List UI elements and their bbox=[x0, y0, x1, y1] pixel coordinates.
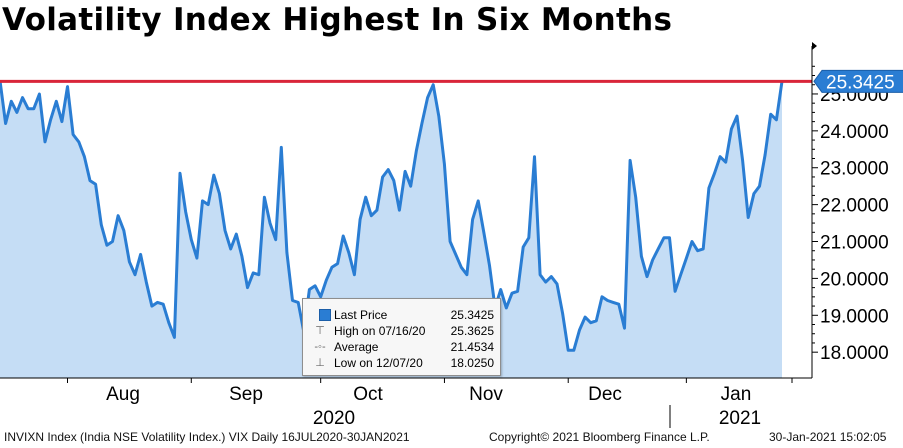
y-tick-label: 18.0000 bbox=[820, 343, 889, 364]
series-area-fill bbox=[0, 80, 782, 378]
footer-index-text: INVIXN Index (India NSE Volatility Index… bbox=[4, 430, 410, 444]
legend-last-price-label: Last Price bbox=[334, 308, 388, 322]
legend-box: Last Price 25.3425 ⊤ High on 07/16/20 25… bbox=[302, 298, 501, 376]
legend-high-value: 25.3625 bbox=[450, 324, 494, 338]
x-month-label: Sep bbox=[229, 384, 263, 405]
y-tick-label: 24.0000 bbox=[820, 122, 889, 143]
last-price-tag bbox=[813, 69, 903, 93]
legend-high-label: High on 07/16/20 bbox=[334, 324, 426, 338]
y-tick-label: 20.0000 bbox=[820, 269, 889, 290]
x-month-label: Oct bbox=[353, 384, 383, 405]
legend-average-label: Average bbox=[334, 340, 379, 354]
y-tick-label: 19.0000 bbox=[820, 306, 889, 327]
footer-copyright-text: Copyright© 2021 Bloomberg Finance L.P. bbox=[489, 430, 710, 444]
legend-low-label: Low on 12/07/20 bbox=[334, 356, 423, 370]
x-year-label: 2021 bbox=[719, 408, 761, 429]
axis-arrow-icon bbox=[812, 42, 817, 50]
legend-row-high: ⊤ High on 07/16/20 25.3625 bbox=[303, 323, 500, 339]
axis-layer: 18.0000 19.0000 20.0000 21.0000 22.0000 23.00… bbox=[0, 42, 889, 429]
average-marker-icon: -◦- bbox=[314, 341, 326, 353]
footer-timestamp-text: 30-Jan-2021 15:02:05 bbox=[769, 430, 887, 444]
series-line bbox=[0, 80, 784, 352]
x-year-label: 2020 bbox=[313, 408, 355, 429]
legend-last-price-value: 25.3425 bbox=[450, 308, 494, 322]
x-month-label: Aug bbox=[106, 384, 140, 405]
legend-row-last-price: Last Price 25.3425 bbox=[303, 307, 500, 323]
x-month-label: Jan bbox=[721, 384, 752, 405]
legend-row-average: -◦- Average 21.4534 bbox=[303, 339, 500, 355]
low-marker-icon: ⊥ bbox=[315, 357, 325, 369]
x-month-label: Nov bbox=[469, 384, 503, 405]
y-tick-label: 22.0000 bbox=[820, 196, 889, 217]
legend-low-value: 18.0250 bbox=[450, 356, 494, 370]
last-price-tag-label: 25.3425 bbox=[826, 72, 895, 93]
y-tick-label: 21.0000 bbox=[820, 233, 889, 254]
legend-average-value: 21.4534 bbox=[450, 340, 494, 354]
x-month-label: Dec bbox=[588, 384, 622, 405]
tag-layer: 25.3425 bbox=[813, 69, 903, 93]
legend-row-low: ⊥ Low on 12/07/20 18.0250 bbox=[303, 355, 500, 371]
y-tick-label: 23.0000 bbox=[820, 159, 889, 180]
chart-title: Volatility Index Highest In Six Months bbox=[2, 2, 673, 38]
area-layer bbox=[0, 79, 812, 378]
high-marker-icon: ⊤ bbox=[315, 325, 325, 337]
last-price-swatch-icon bbox=[319, 309, 331, 321]
